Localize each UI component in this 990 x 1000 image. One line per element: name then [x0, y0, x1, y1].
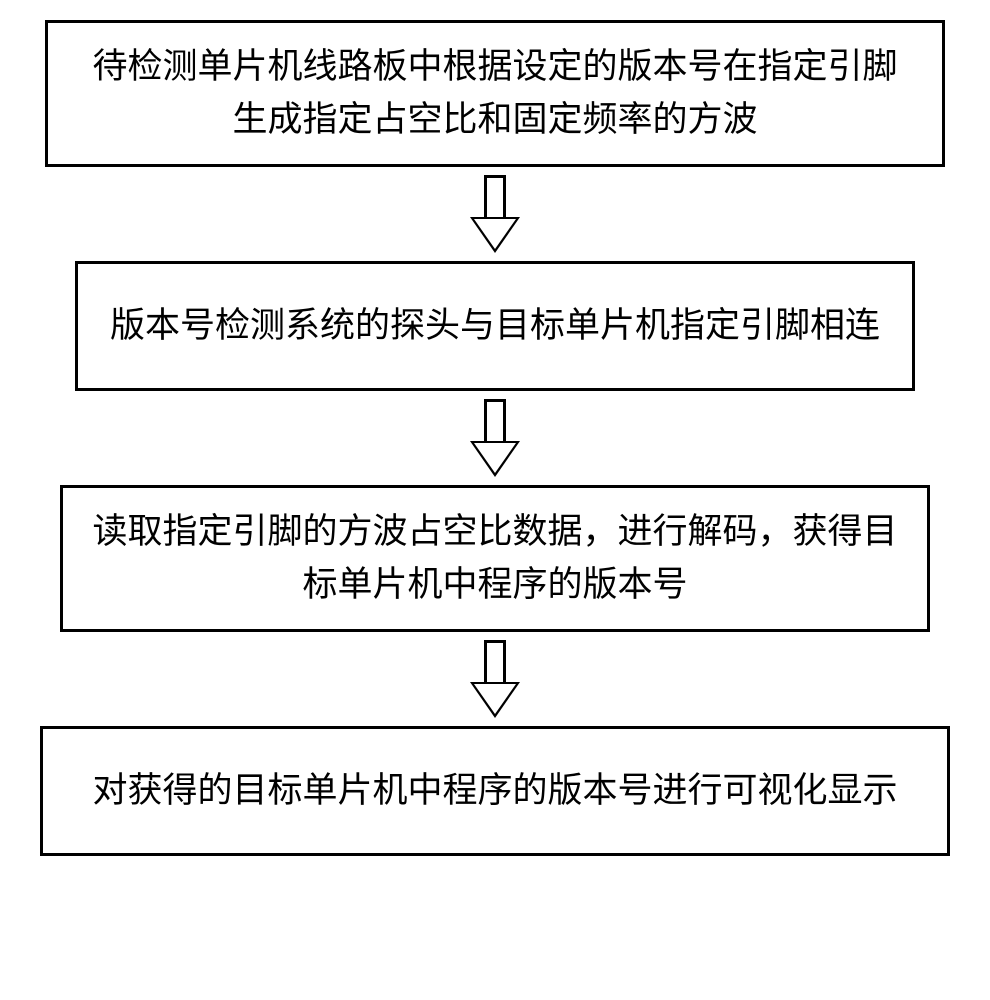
step-box-3: 读取指定引脚的方波占空比数据，进行解码，获得目标单片机中程序的版本号	[60, 485, 930, 632]
step-text-4: 对获得的目标单片机中程序的版本号进行可视化显示	[92, 765, 897, 818]
arrow-2	[470, 399, 520, 477]
flowchart-container: 待检测单片机线路板中根据设定的版本号在指定引脚生成指定占空比和固定频率的方波 版…	[0, 20, 990, 856]
down-arrow-icon	[470, 399, 520, 477]
step-text-2: 版本号检测系统的探头与目标单片机指定引脚相连	[110, 300, 880, 353]
arrow-1	[470, 175, 520, 253]
step-box-4: 对获得的目标单片机中程序的版本号进行可视化显示	[40, 726, 950, 856]
step-text-1: 待检测单片机线路板中根据设定的版本号在指定引脚生成指定占空比和固定频率的方波	[76, 41, 914, 146]
step-box-2: 版本号检测系统的探头与目标单片机指定引脚相连	[75, 261, 915, 391]
down-arrow-icon	[470, 175, 520, 253]
down-arrow-icon	[470, 640, 520, 718]
step-text-3: 读取指定引脚的方波占空比数据，进行解码，获得目标单片机中程序的版本号	[91, 506, 899, 611]
arrow-3	[470, 640, 520, 718]
step-box-1: 待检测单片机线路板中根据设定的版本号在指定引脚生成指定占空比和固定频率的方波	[45, 20, 945, 167]
